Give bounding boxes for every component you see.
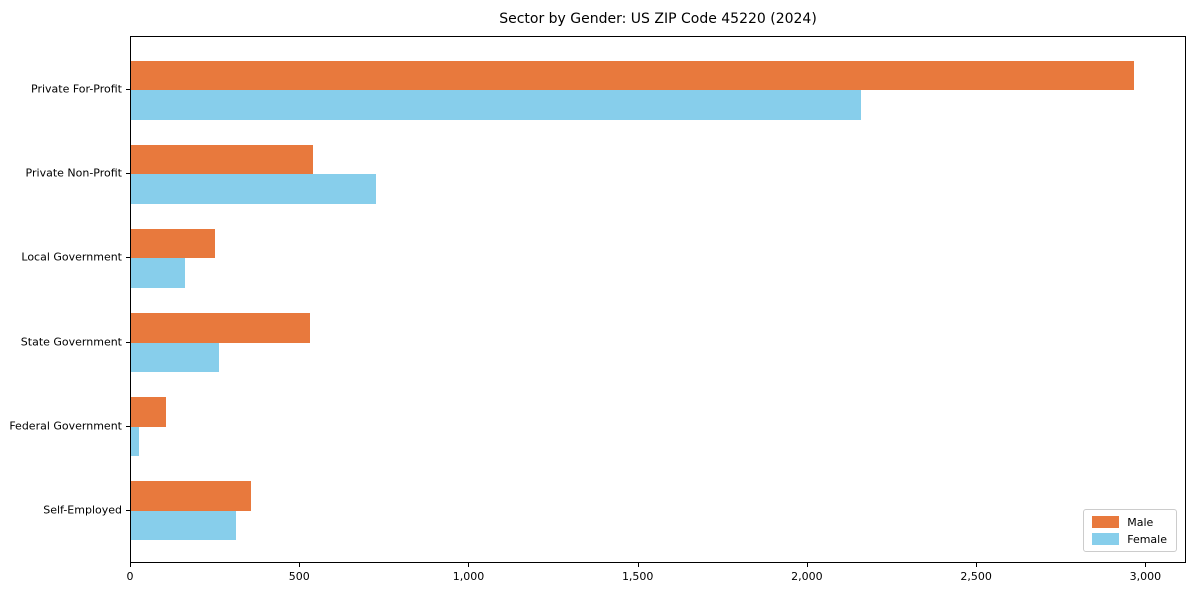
x-label-2500: 2,500: [960, 570, 992, 583]
x-tick-1500: [637, 563, 639, 567]
x-label-1000: 1,000: [452, 570, 485, 583]
bar-female-local-government: [131, 258, 186, 288]
legend: Male Female: [1083, 509, 1177, 552]
x-label-1500: 1,500: [621, 570, 654, 583]
y-label-local-government: Local Government: [21, 250, 122, 264]
legend-male-swatch: [1092, 516, 1120, 528]
x-tick-500: [299, 563, 301, 567]
bar-male-local-government: [131, 229, 216, 259]
plot-area: Male Female: [130, 36, 1186, 563]
legend-entry-male: Male: [1092, 516, 1167, 528]
y-tick-local-government: [126, 257, 130, 259]
y-label-self-employed: Self-Employed: [43, 503, 122, 517]
y-label-state-government: State Government: [20, 335, 122, 349]
x-tick-0: [130, 563, 131, 567]
y-tick-self-employed: [126, 509, 130, 511]
x-label-0: 0: [126, 570, 134, 583]
bar-male-private-for-profit: [131, 60, 1135, 91]
y-label-private-non-profit: Private Non-Profit: [25, 166, 122, 180]
bar-male-federal-government: [131, 397, 167, 427]
bar-male-self-employed: [131, 481, 251, 511]
bar-male-state-government: [131, 313, 311, 343]
y-tick-private-for-profit: [126, 89, 130, 91]
legend-female-swatch: [1092, 533, 1120, 545]
x-label-3000: 3,000: [1129, 570, 1162, 583]
y-tick-federal-government: [126, 425, 130, 427]
x-tick-3000: [1145, 563, 1147, 567]
x-tick-2000: [806, 563, 808, 567]
bar-female-state-government: [131, 342, 219, 372]
x-tick-1000: [468, 563, 470, 567]
bar-female-private-non-profit: [131, 174, 376, 204]
y-label-private-for-profit: Private For-Profit: [31, 82, 122, 96]
legend-entry-female: Female: [1092, 533, 1167, 545]
y-tick-private-non-profit: [126, 173, 130, 175]
legend-male-label: Male: [1127, 515, 1154, 529]
bar-female-federal-government: [131, 426, 140, 456]
bar-female-private-for-profit: [131, 90, 861, 120]
x-label-500: 500: [288, 570, 310, 583]
x-tick-2500: [976, 563, 978, 567]
bar-female-self-employed: [131, 510, 236, 541]
x-label-2000: 2,000: [791, 570, 823, 583]
bar-male-private-non-profit: [131, 145, 314, 175]
y-tick-state-government: [126, 341, 130, 343]
legend-female-label: Female: [1127, 532, 1167, 546]
chart-title: Sector by Gender: US ZIP Code 45220 (202…: [499, 11, 817, 27]
y-label-federal-government: Federal Government: [9, 419, 122, 433]
